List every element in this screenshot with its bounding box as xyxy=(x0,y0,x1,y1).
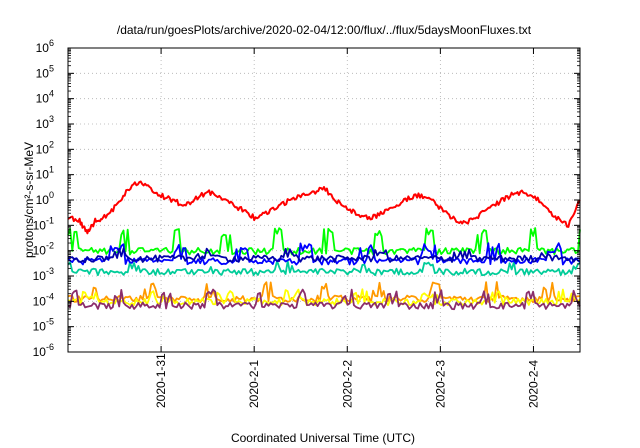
y-tick-label: 10-2 xyxy=(33,241,54,258)
y-tick-exponent: 0 xyxy=(49,190,54,200)
x-tick-label: 2020-2-1 xyxy=(247,360,261,408)
x-tick-label: 2020-2-4 xyxy=(526,360,540,408)
series-line xyxy=(67,247,581,264)
y-tick-label: 10-1 xyxy=(33,215,54,232)
y-axis-label-text: protons/cm²-s-sr-MeV xyxy=(22,142,36,258)
y-tick-label: 102 xyxy=(36,139,54,156)
y-tick-exponent: -3 xyxy=(46,266,54,276)
series-line xyxy=(67,227,581,256)
x-tick-label-group: 2020-2-4 xyxy=(526,360,540,408)
grid xyxy=(68,48,580,352)
chart-title: /data/run/goesPlots/archive/2020-02-04/1… xyxy=(117,23,532,37)
y-tick-exponent: 6 xyxy=(49,38,54,48)
y-tick-exponent: -1 xyxy=(46,215,54,225)
x-axis-label: Coordinated Universal Time (UTC) xyxy=(231,431,415,445)
series-layer xyxy=(67,180,581,311)
series-line xyxy=(67,260,581,277)
y-tick-label: 106 xyxy=(36,38,54,55)
y-tick-label: 104 xyxy=(36,89,54,106)
y-tick-label: 10-3 xyxy=(33,266,54,283)
y-tick-exponent: 1 xyxy=(49,165,54,175)
y-tick-exponent: 3 xyxy=(49,114,54,124)
y-tick-label: 101 xyxy=(36,165,54,182)
x-tick-label: 2020-2-2 xyxy=(340,360,354,408)
y-tick-exponent: 5 xyxy=(49,63,54,73)
y-tick-exponent: -4 xyxy=(46,291,54,301)
y-tick-labels: 10-610-510-410-310-210-11001011021031041… xyxy=(33,38,54,359)
y-tick-exponent: -6 xyxy=(46,342,54,352)
y-tick-label: 10-6 xyxy=(33,342,54,359)
x-tick-label-group: 2020-2-3 xyxy=(433,360,447,408)
series-line xyxy=(67,288,581,307)
y-tick-label: 10-4 xyxy=(33,291,54,308)
x-tick-label-group: 2020-2-2 xyxy=(340,360,354,408)
x-tick-labels: 2020-1-31 2020-2-1 2020-2-2 2020-2-3 2020-2-… xyxy=(154,353,540,408)
y-tick-label: 10-5 xyxy=(33,317,54,334)
y-axis-label: protons/cm²-s-sr-MeV xyxy=(22,142,36,258)
y-tick-exponent: 2 xyxy=(49,139,54,149)
y-tick-exponent: -2 xyxy=(46,241,54,251)
x-tick-label-group: 2020-2-1 xyxy=(247,360,261,408)
axes xyxy=(67,47,581,353)
y-tick-exponent: 4 xyxy=(49,89,54,99)
x-tick-label: 2020-1-31 xyxy=(154,353,168,408)
series-line xyxy=(67,180,581,235)
y-tick-exponent: -5 xyxy=(46,317,54,327)
x-tick-label: 2020-2-3 xyxy=(433,360,447,408)
y-tick-label: 105 xyxy=(36,63,54,80)
series-line xyxy=(67,288,581,311)
plot-frame xyxy=(67,47,581,353)
x-tick-label-group: 2020-1-31 xyxy=(154,353,168,408)
y-tick-label: 100 xyxy=(36,190,54,207)
y-tick-label: 103 xyxy=(36,114,54,131)
series-line xyxy=(67,281,581,304)
